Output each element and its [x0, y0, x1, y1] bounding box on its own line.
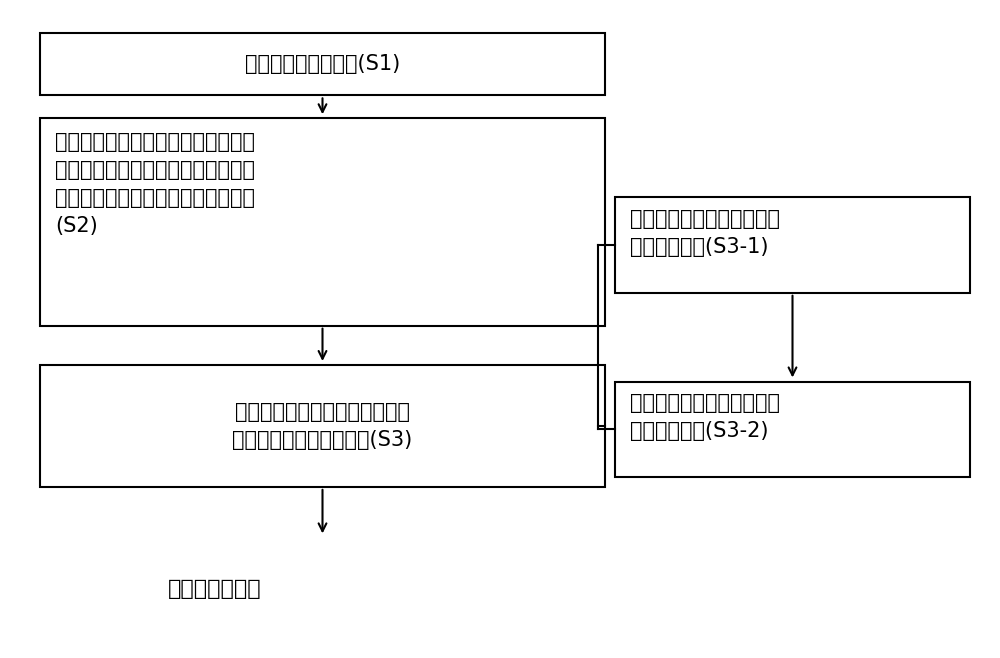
Text: 将含氟离子导体不连续地分散在
含烃离子导电层上的步骤(S3): 将含氟离子导体不连续地分散在 含烃离子导电层上的步骤(S3) — [232, 402, 413, 450]
Bar — [40, 365, 605, 487]
Bar — [40, 33, 605, 95]
Text: 制备多孔基底的步骤(S1): 制备多孔基底的步骤(S1) — [245, 54, 400, 74]
Text: 聚合物电解质膜: 聚合物电解质膜 — [168, 579, 262, 599]
Text: 制备用于形成含氟离子导体
的溶液的步骤(S3-1): 制备用于形成含氟离子导体 的溶液的步骤(S3-1) — [630, 209, 780, 257]
Bar — [615, 197, 970, 293]
Text: 将该溶液涂布在含烃离子导
电层上的步骤(S3-2): 将该溶液涂布在含烃离子导 电层上的步骤(S3-2) — [630, 393, 780, 442]
Bar — [40, 118, 605, 326]
Text: 将含烃离子导体填充在多孔基底的孔
中，并形成涂布在多孔基底的上表面
或下表面上的含烃离子导电层的步骤
(S2): 将含烃离子导体填充在多孔基底的孔 中，并形成涂布在多孔基底的上表面 或下表面上的… — [55, 132, 255, 236]
Bar — [615, 382, 970, 477]
